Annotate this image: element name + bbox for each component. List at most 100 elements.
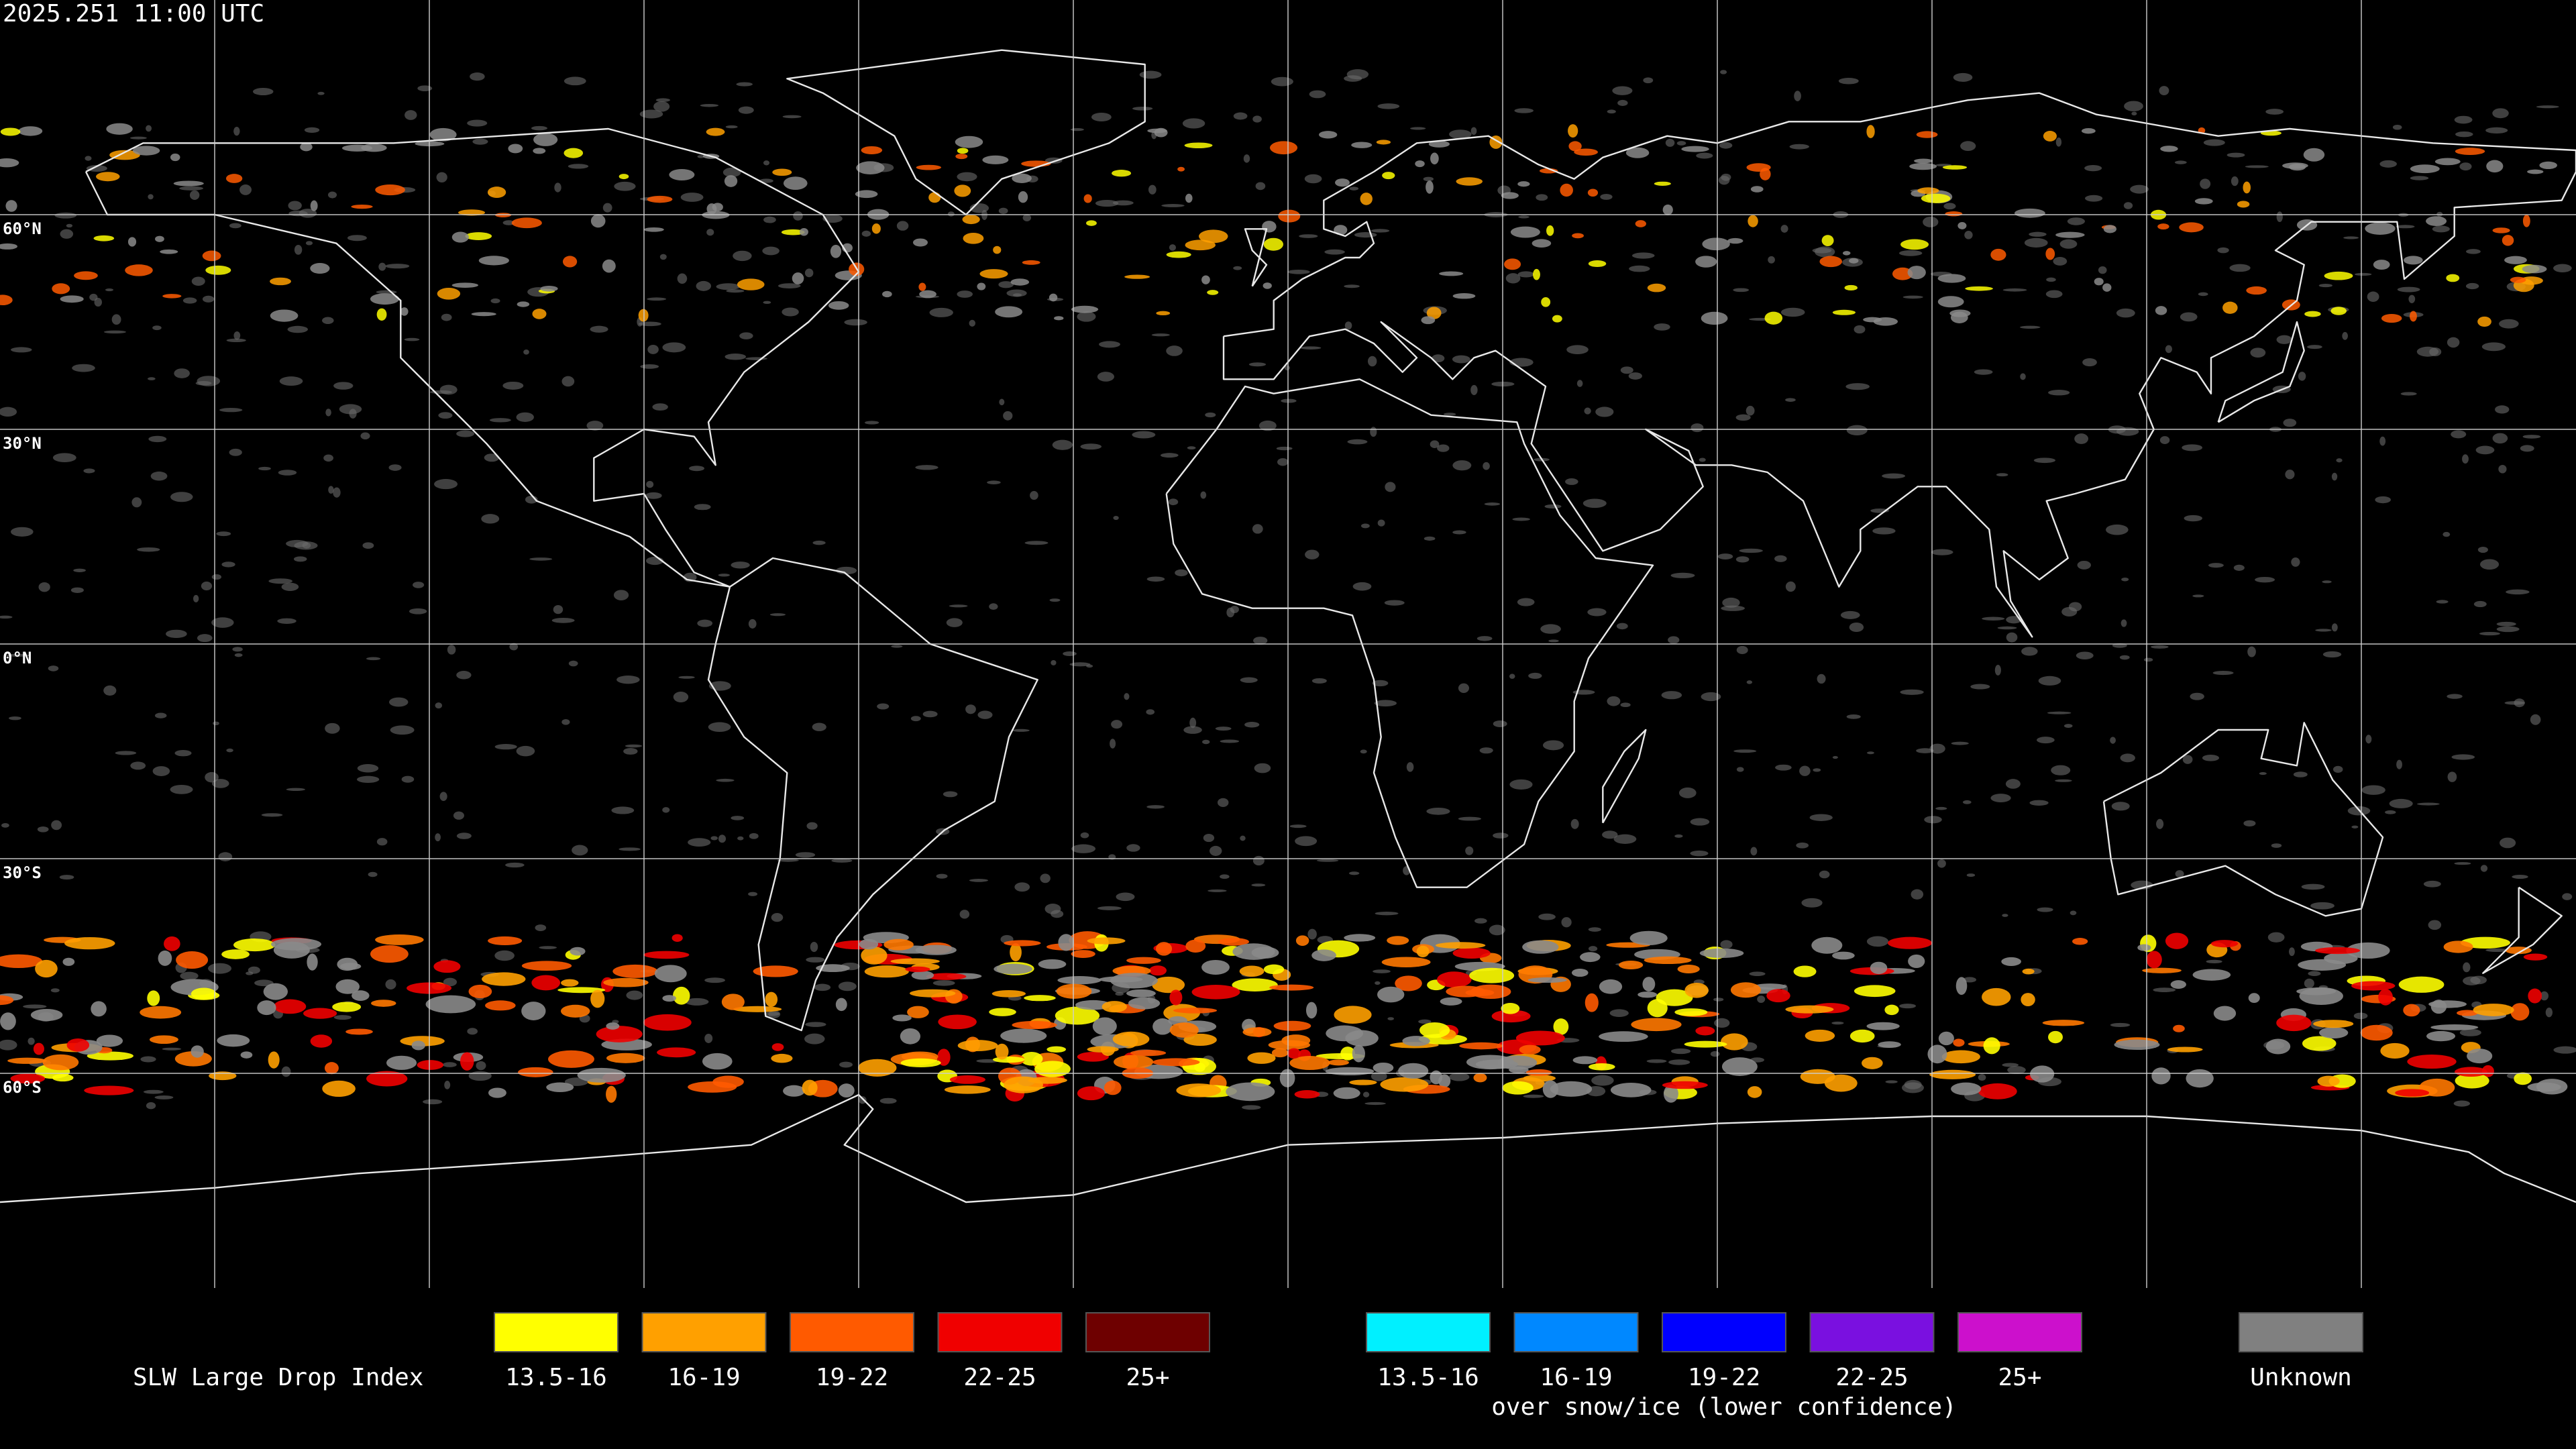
- cloud-speck: [1258, 420, 1277, 431]
- coastline: [1222, 92, 2576, 638]
- cloud-cell: [1382, 172, 1395, 180]
- cloud-cell: [962, 215, 980, 225]
- cloud-speck: [1620, 366, 1633, 374]
- cloud-cell: [1071, 305, 1099, 313]
- cloud-cell: [1589, 1063, 1615, 1071]
- cloud-cell: [2289, 163, 2306, 171]
- cloud-cell: [606, 1085, 617, 1103]
- cloud-speck: [1607, 696, 1621, 706]
- cloud-speck: [502, 220, 515, 225]
- cloud-speck: [201, 581, 213, 591]
- cloud-speck: [130, 761, 146, 770]
- cloud-cell: [2504, 256, 2527, 264]
- cloud-cell: [1553, 1018, 1569, 1035]
- cloud-cell: [1128, 997, 1161, 1010]
- cloud-cell: [619, 174, 629, 180]
- cloud-speck: [725, 125, 738, 129]
- cloud-cell: [1028, 1077, 1067, 1084]
- cloud-speck: [2250, 347, 2266, 358]
- cloud-cell: [991, 989, 1026, 998]
- cloud-speck: [2245, 165, 2269, 168]
- cloud-speck: [2156, 818, 2164, 829]
- cloud-speck: [2233, 564, 2245, 571]
- cloud-speck: [327, 191, 337, 199]
- cloud-speck: [1548, 639, 1559, 643]
- coastline: [2217, 321, 2305, 423]
- cloud-speck: [1139, 70, 1162, 79]
- cloud-speck: [2208, 563, 2224, 568]
- cloud-cell: [1466, 1055, 1515, 1070]
- cloud-cell: [1662, 204, 1673, 215]
- cloud-speck: [1768, 256, 1775, 264]
- cloud-cell: [1092, 1017, 1117, 1036]
- cloud-speck: [2206, 959, 2222, 963]
- cloud-speck: [697, 155, 705, 158]
- cloud-speck: [83, 468, 95, 474]
- cloud-speck: [1474, 918, 1487, 924]
- cloud-speck: [2336, 458, 2343, 463]
- cloud-speck: [1736, 767, 1744, 772]
- cloud-speck: [2180, 312, 2198, 322]
- cloud-cell: [1149, 965, 1167, 976]
- cloud-cell: [606, 1022, 620, 1030]
- cloud-speck: [279, 376, 303, 386]
- cloud-cell: [2426, 216, 2447, 226]
- cloud-speck: [810, 941, 818, 953]
- cloud-speck: [2465, 282, 2479, 290]
- cloud-cell: [2455, 148, 2485, 156]
- cloud-speck: [494, 744, 517, 750]
- cloud-speck: [1720, 940, 1733, 949]
- cloud-speck: [2423, 880, 2441, 888]
- cloud-cell: [2473, 1004, 2514, 1016]
- cloud-speck: [2020, 325, 2041, 329]
- coastline: [1602, 729, 1647, 824]
- cloud-cell: [1699, 948, 1744, 959]
- cloud-cell: [1421, 316, 1436, 325]
- cloud-cell: [91, 1001, 107, 1017]
- cloud-speck: [1854, 325, 1866, 334]
- cloud-speck: [1354, 232, 1377, 238]
- cloud-cell: [1550, 1081, 1593, 1097]
- cloud-cell: [1819, 256, 1843, 268]
- cloud-cell: [1419, 1022, 1450, 1038]
- cloud-cell: [603, 977, 649, 987]
- cloud-speck: [1720, 70, 1727, 74]
- cloud-cell: [2170, 980, 2186, 989]
- cloud-speck: [456, 671, 472, 680]
- cloud-speck: [1721, 605, 1745, 611]
- cloud-cell: [386, 1055, 417, 1070]
- cloud-speck: [2119, 655, 2130, 660]
- cloud-cell: [590, 989, 605, 1008]
- cloud-cell: [0, 995, 14, 1006]
- cloud-speck: [277, 618, 297, 624]
- cloud-speck: [1375, 912, 1399, 916]
- cloud-speck: [1885, 1080, 1898, 1083]
- cloud-speck: [1022, 214, 1032, 221]
- cloud-speck: [2496, 621, 2516, 627]
- cloud-speck: [805, 1022, 826, 1027]
- cloud-speck: [189, 190, 200, 200]
- cloud-speck: [467, 1028, 478, 1035]
- cloud-speck: [1602, 830, 1618, 839]
- cloud-speck: [2318, 283, 2332, 288]
- cloud-speck: [2184, 515, 2202, 522]
- legend-label: Unknown: [2250, 1364, 2352, 1391]
- cloud-cell: [109, 150, 140, 160]
- cloud-speck: [1244, 722, 1260, 728]
- cloud-cell: [1730, 982, 1761, 998]
- cloud-speck: [2454, 862, 2471, 865]
- cloud-speck: [1006, 289, 1027, 297]
- cloud-cell: [1642, 977, 1656, 992]
- cloud-speck: [2351, 825, 2359, 828]
- cloud-speck: [706, 229, 714, 236]
- cloud-cell: [1539, 168, 1558, 174]
- cloud-speck: [535, 924, 547, 931]
- cloud-cell: [1862, 1057, 1883, 1069]
- cloud-speck: [1676, 141, 1686, 146]
- cloud-cell: [596, 1026, 643, 1042]
- cloud-cell: [540, 286, 558, 292]
- cloud-speck: [2520, 445, 2534, 452]
- cloud-cell: [370, 945, 409, 963]
- cloud-speck: [673, 691, 689, 702]
- cloud-speck: [70, 587, 84, 593]
